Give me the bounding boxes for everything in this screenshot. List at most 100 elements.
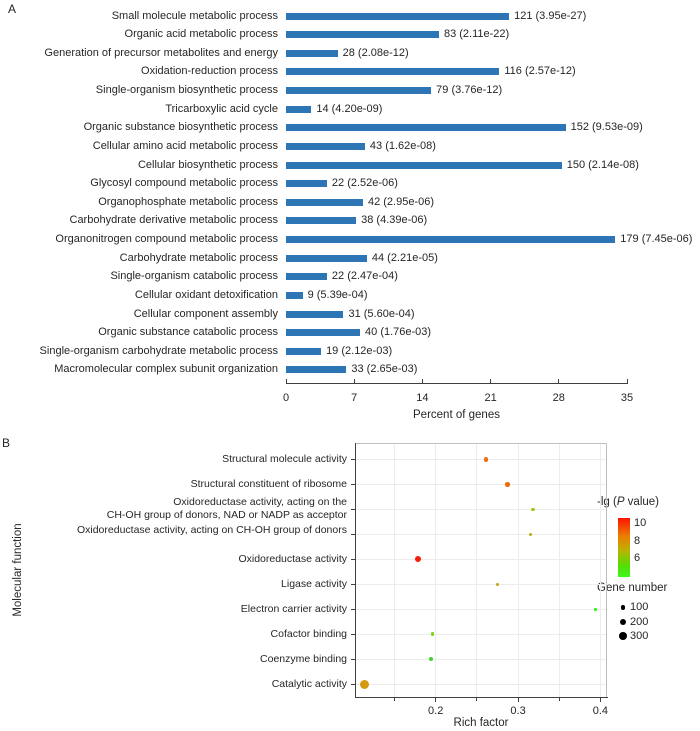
scatter-category-label: Cofactor binding — [37, 628, 347, 641]
category-axis-tick — [351, 683, 355, 685]
bar — [286, 161, 562, 169]
percent-axis-tick-label: 28 — [552, 392, 565, 404]
gene-number-legend-dot — [619, 632, 627, 641]
rich-factor-tick-label: 0.3 — [510, 705, 526, 717]
rich-factor-axis-tick — [435, 698, 437, 702]
scatter-category-label: Oxidoreductase activity — [37, 553, 347, 566]
scatter-category-label: Ligase activity — [37, 578, 347, 591]
scatter-point — [495, 582, 500, 587]
pvalue-scale-tick-label: 8 — [634, 534, 641, 547]
bar-value-label: 14 (4.20e-09) — [316, 102, 383, 115]
scatter-category-label: Catalytic activity — [37, 678, 347, 691]
plot-horizontal-gridline — [356, 658, 606, 660]
rich-factor-axis-label: Rich factor — [453, 717, 509, 729]
category-axis-tick — [351, 583, 355, 585]
scatter-category-label: Oxidoreductase activity, acting on the CH… — [37, 496, 347, 522]
bar-category-label: Small molecule metabolic process — [111, 9, 278, 22]
bar-category-label: Cellular oxidant detoxification — [134, 288, 278, 301]
bar-value-label: 44 (2.21e-05) — [371, 251, 438, 264]
plot-vertical-gridline — [394, 444, 396, 697]
scatter-point — [531, 507, 535, 512]
scatter-point — [483, 457, 489, 462]
percent-axis-tick — [490, 379, 492, 383]
bar — [286, 198, 363, 206]
bar-value-label: 152 (9.53e-09) — [570, 121, 643, 134]
bar — [286, 12, 510, 20]
bar-category-label: Organophosphate metabolic process — [98, 195, 278, 208]
percent-axis-tick-label: 14 — [416, 392, 429, 404]
plot-vertical-gridline — [476, 444, 478, 697]
bar — [286, 329, 361, 337]
category-axis-tick — [351, 608, 355, 610]
bar-value-label: 116 (2.57e-12) — [504, 65, 576, 78]
plot-vertical-gridline — [435, 444, 437, 697]
bar-value-label: 42 (2.95e-06) — [367, 195, 434, 208]
bar — [286, 291, 303, 299]
gene-number-legend-label: 200 — [630, 615, 649, 628]
rich-factor-tick-label: 0.4 — [592, 705, 609, 717]
gene-number-legend-title: Gene number — [597, 582, 668, 594]
pvalue-scale-tick-label: 6 — [634, 551, 641, 564]
rich-factor-axis-minor-tick — [558, 698, 560, 701]
bar-value-label: 150 (2.14e-08) — [566, 158, 639, 171]
category-axis-tick — [351, 508, 355, 510]
bar-value-label: 33 (2.65e-03) — [351, 363, 418, 376]
pvalue-scale-tick-label: 10 — [634, 517, 647, 529]
bar-value-label: 22 (2.47e-04) — [331, 270, 398, 283]
percent-of-genes-axis-label: Percent of genes — [413, 409, 500, 421]
panel-b-label: B — [2, 436, 11, 450]
plot-horizontal-gridline — [356, 683, 606, 685]
bar — [286, 347, 322, 355]
category-axis-tick — [351, 558, 355, 560]
bar-category-label: Tricarboxylic acid cycle — [165, 102, 278, 115]
bar — [286, 217, 357, 225]
bar-value-label: 22 (2.52e-06) — [331, 177, 398, 190]
plot-vertical-gridline — [558, 444, 560, 697]
rich-factor-axis-line — [355, 697, 608, 698]
plot-horizontal-gridline — [356, 508, 606, 510]
scatter-point — [505, 482, 510, 487]
bar-category-label: Cellular component assembly — [133, 307, 278, 320]
scatter-category-label-line: Coenzyme binding — [260, 652, 347, 665]
percent-axis-tick-label: 0 — [282, 392, 290, 404]
scatter-category-label: Structural molecule activity — [37, 453, 347, 466]
bar-category-label: Single-organism catabolic process — [110, 270, 278, 283]
bar-value-label: 43 (1.62e-08) — [369, 139, 436, 152]
scatter-category-label-line: Electron carrier activity — [240, 602, 347, 615]
bar-category-label: Single-organism biosynthetic process — [95, 84, 278, 97]
scatter-point — [528, 532, 533, 537]
bar — [286, 310, 344, 318]
bar — [286, 273, 327, 281]
bar-category-label: Organonitrogen compound metabolic proces… — [55, 233, 278, 246]
plot-vertical-gridline — [599, 444, 601, 697]
percent-axis-tick — [285, 379, 287, 383]
scatter-category-label-line: Ligase activity — [281, 577, 347, 590]
rich-factor-axis-tick — [599, 698, 601, 702]
bar-category-label: Glycosyl compound metabolic process — [90, 177, 278, 190]
bar — [286, 180, 327, 188]
molecular-function-axis-line — [355, 443, 356, 698]
bar-category-label: Cellular amino acid metabolic process — [92, 139, 278, 152]
percent-axis-tick-label: 21 — [484, 392, 497, 404]
percent-axis-tick-label: 35 — [620, 392, 634, 404]
bar-value-label: 9 (5.39e-04) — [307, 288, 368, 301]
percent-axis-tick-label: 7 — [351, 392, 358, 404]
bar-category-label: Carbohydrate metabolic process — [119, 251, 278, 264]
bar-category-label: Organic acid metabolic process — [124, 28, 278, 41]
bar-value-label: 38 (4.39e-06) — [361, 214, 428, 227]
category-axis-tick — [351, 458, 355, 460]
scatter-category-label-line: CH-OH group of donors, NAD or NADP as ac… — [106, 509, 347, 522]
scatter-category-label-line: Catalytic activity — [271, 677, 347, 690]
scatter-category-label-line: Oxidoreductase activity, acting on CH-OH… — [76, 523, 347, 536]
scatter-category-label: Coenzyme binding — [37, 653, 347, 666]
panel-a-label: A — [8, 2, 17, 16]
category-axis-tick — [351, 633, 355, 635]
bar-value-label: 28 (2.08e-12) — [342, 46, 409, 59]
rich-factor-axis-minor-tick — [394, 698, 396, 701]
plot-vertical-gridline — [517, 444, 519, 697]
bar-category-label: Single-organism carbohydrate metabolic p… — [39, 344, 278, 357]
bar-value-label: 121 (3.95e-27) — [514, 9, 587, 22]
category-axis-tick — [351, 483, 355, 485]
scatter-point — [360, 679, 370, 689]
